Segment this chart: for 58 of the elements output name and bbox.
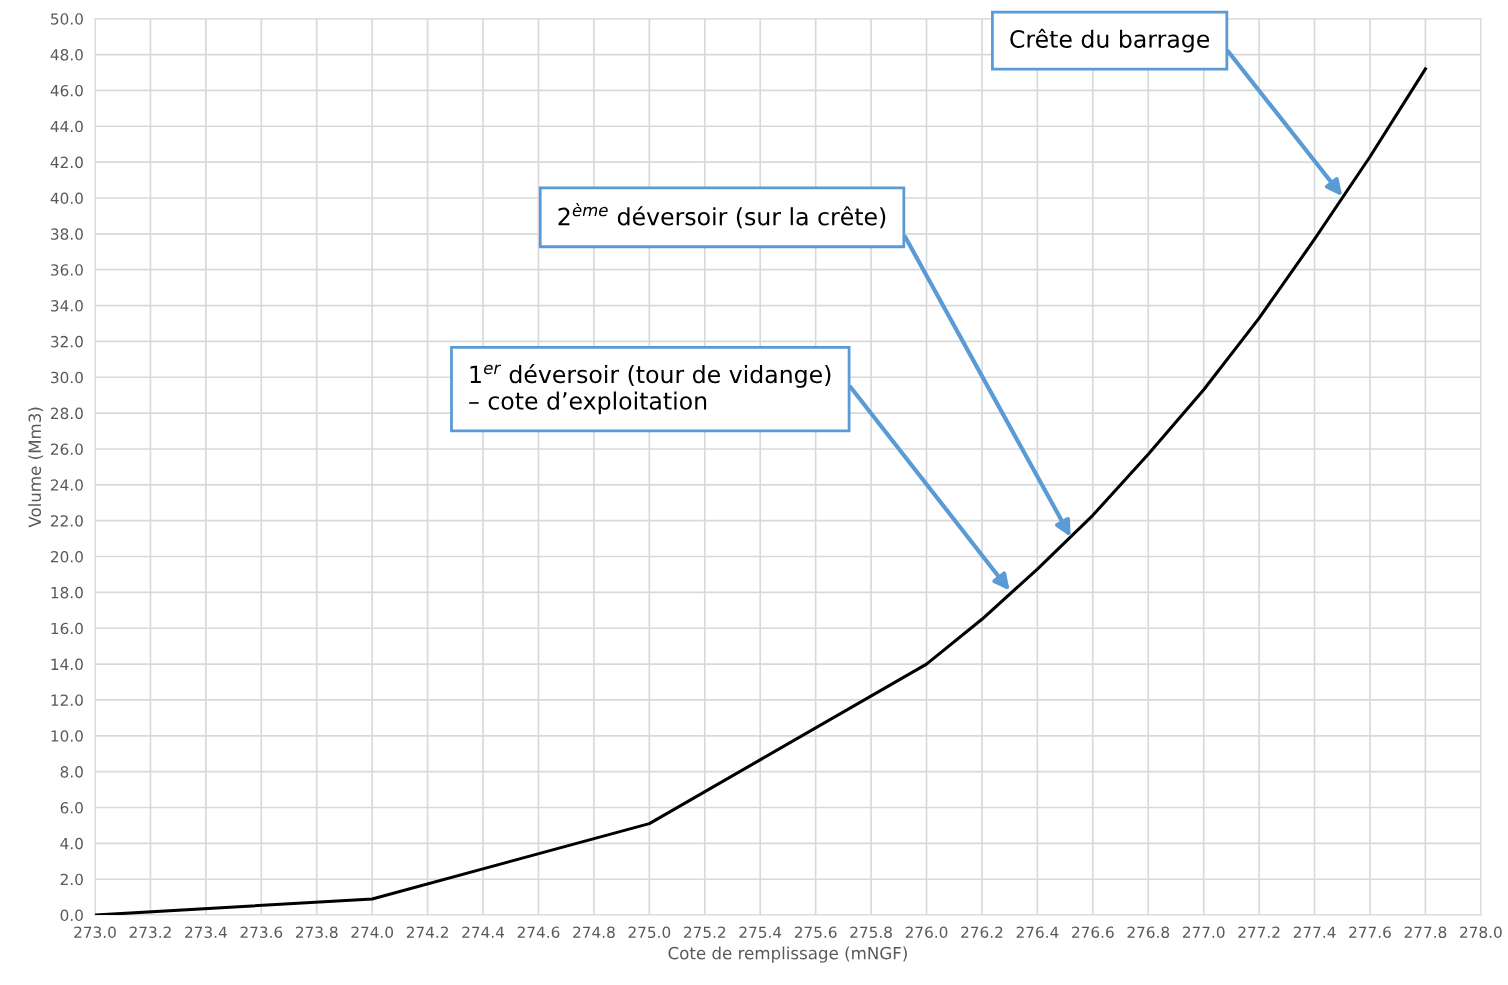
annotation: 2$^{ème}$ déversoir (sur la crête) — [558, 202, 886, 229]
y-tick-label: 8.0 — [60, 766, 83, 778]
x-tick-label: 275.2 — [684, 926, 726, 938]
y-tick-label: 50.0 — [51, 13, 83, 25]
y-tick-label: 26.0 — [51, 443, 83, 455]
y-tick-label: 18.0 — [51, 586, 83, 599]
annotation: 1$^{er}$ déversoir (tour de vidange) – cote d’exploitation — [469, 364, 831, 415]
y-tick-label: 48.0 — [50, 49, 83, 61]
x-tick-label: 275.4 — [739, 926, 782, 938]
x-tick-label: 277.6 — [1349, 926, 1391, 938]
x-tick-label: 273.0 — [74, 926, 116, 938]
y-tick-label: 24.0 — [51, 479, 83, 491]
x-tick-label: 277.0 — [1182, 926, 1225, 938]
x-tick-label: 276.4 — [1016, 926, 1059, 938]
y-tick-label: 20.0 — [51, 550, 83, 563]
x-tick-label: 274.2 — [406, 926, 448, 938]
x-tick-label: 276.0 — [905, 926, 948, 938]
y-tick-label: 46.0 — [50, 84, 83, 97]
y-tick-label: 32.0 — [51, 335, 83, 348]
y-tick-label: 42.0 — [50, 156, 83, 169]
y-tick-label: 6.0 — [60, 801, 83, 814]
x-tick-label: 273.6 — [240, 926, 283, 938]
x-tick-label: 274.6 — [517, 926, 560, 938]
x-tick-label: 273.8 — [295, 926, 338, 938]
y-tick-label: 38.0 — [51, 228, 83, 240]
x-tick-label: 277.4 — [1293, 926, 1336, 938]
y-tick-label: 30.0 — [51, 371, 83, 384]
y-tick-label: 28.0 — [51, 407, 83, 420]
x-tick-label: 277.2 — [1238, 926, 1280, 938]
y-tick-label: 44.0 — [50, 120, 83, 133]
y-tick-label: 40.0 — [50, 192, 83, 205]
x-tick-label: 276.2 — [961, 926, 1003, 938]
x-tick-label: 274.4 — [462, 926, 505, 938]
x-tick-label: 274.0 — [351, 926, 394, 938]
y-tick-label: 0.0 — [60, 909, 83, 922]
line-series — [95, 67, 1427, 916]
y-axis-title: Volume (Mm3) — [28, 407, 44, 528]
y-tick-label: 2.0 — [60, 873, 83, 886]
x-tick-label: 273.2 — [129, 926, 171, 938]
y-tick-label: 4.0 — [60, 837, 83, 850]
x-tick-label: 275.0 — [628, 926, 671, 938]
y-tick-label: 12.0 — [51, 694, 83, 706]
y-tick-label: 22.0 — [51, 515, 83, 527]
x-tick-label: 276.6 — [1072, 926, 1114, 938]
x-tick-label: 275.8 — [850, 926, 892, 938]
x-tick-label: 277.8 — [1404, 926, 1447, 938]
annotation: Crête du barrage — [1010, 28, 1210, 53]
y-tick-label: 34.0 — [51, 300, 83, 312]
x-axis-title: Cote de remplissage (mNGF) — [668, 946, 907, 963]
x-tick-label: 276.8 — [1127, 926, 1170, 938]
y-tick-label: 10.0 — [51, 730, 83, 742]
x-tick-label: 274.8 — [573, 926, 615, 938]
y-tick-label: 36.0 — [51, 264, 83, 276]
y-tick-label: 14.0 — [51, 658, 83, 671]
x-tick-label: 273.4 — [185, 926, 227, 938]
x-tick-label: 275.6 — [794, 926, 837, 938]
x-tick-label: 278.0 — [1460, 926, 1502, 938]
y-tick-label: 16.0 — [51, 622, 83, 635]
